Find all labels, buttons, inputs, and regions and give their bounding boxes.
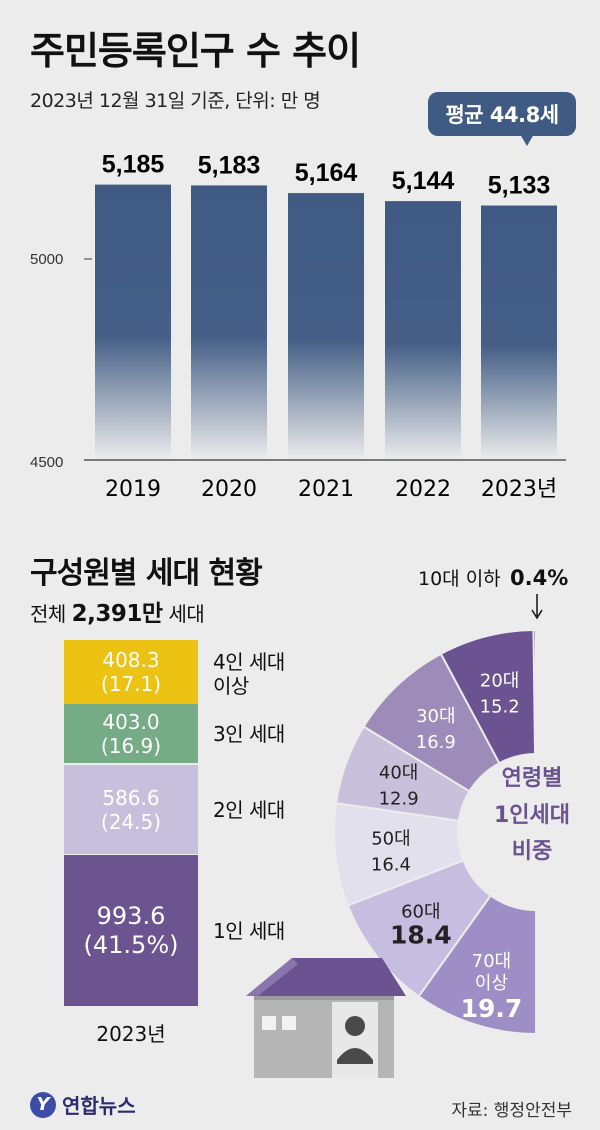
badge-tail: [520, 134, 534, 146]
x-tick-label: 2022: [395, 477, 451, 502]
segment-value: 403.0: [102, 709, 160, 734]
population-bar: [481, 205, 557, 460]
population-bar: [191, 185, 267, 460]
wedge-category-label: 20대: [480, 671, 519, 692]
population-bar: [288, 193, 364, 460]
logo-mark-icon: Y: [30, 1091, 56, 1118]
stack-segment: 993.6 (41.5%): [64, 855, 198, 1006]
segment-percent: (24.5): [100, 809, 162, 834]
segment-category-label: 4인 세대 이상: [213, 650, 285, 698]
segment-percent: (41.5%): [83, 930, 179, 959]
section-title: 구성원별 세대 현황: [30, 556, 263, 591]
population-bar-chart: 5,185 2019 5,183 2020 5,164 2021 5,144 2022 5,13…: [30, 151, 566, 502]
page-subtitle: 2023년 12월 31일 기준, 단위: 만 명: [30, 90, 321, 112]
wedge-category-label: 70대: [472, 951, 511, 972]
bar-value-label: 5,183: [198, 151, 261, 179]
y-tick-label: 5000: [30, 251, 63, 268]
segment-value: 408.3: [102, 648, 160, 672]
segment-value: 586.6: [102, 785, 160, 810]
center-label-line1: 연령별: [502, 766, 563, 791]
y-tick-label: 4500: [30, 454, 63, 471]
wedge-value-label: 12.9: [379, 788, 419, 809]
wedge-category-label: 이상: [475, 973, 508, 994]
source-label: 자료: 행정안전부: [451, 1101, 572, 1121]
bar-value-label: 5,133: [488, 172, 551, 200]
logo-text: 연합뉴스: [62, 1094, 136, 1118]
teen-category-label: 10대 이하: [418, 568, 501, 590]
stack-segment: 586.6 (24.5): [64, 765, 198, 854]
age-wedge: [417, 894, 537, 1036]
wedge-value-label: 16.4: [371, 855, 411, 876]
teen-value-label: 0.4%: [510, 566, 568, 590]
segment-category-label: 3인 세대: [213, 721, 285, 746]
segment-percent: (16.9): [100, 733, 162, 758]
bar-value-label: 5,185: [102, 151, 165, 179]
wedge-category-label: 30대: [416, 706, 455, 727]
segment-value: 993.6: [96, 901, 166, 930]
wedge-category-label: 40대: [379, 762, 418, 783]
section-subtitle: 전체 2,391만 세대: [30, 594, 205, 628]
x-tick-label: 2021: [298, 477, 354, 502]
page-title: 주민등록인구 수 추이: [30, 29, 361, 73]
house-icon: [246, 958, 406, 1078]
segment-category-label: 1인 세대: [213, 918, 285, 943]
population-bar: [385, 201, 461, 460]
wedge-value-label: 18.4: [390, 921, 452, 950]
stack-year-label: 2023년: [96, 1022, 166, 1046]
yonhap-logo: Y 연합뉴스: [30, 1090, 136, 1119]
center-label-line3: 비중: [512, 839, 552, 864]
wedge-category-label: 60대: [401, 902, 440, 923]
wedge-category-label: 50대: [371, 829, 410, 850]
teen-pointer-arrowhead: [531, 609, 543, 620]
wedge-value-label: 15.2: [480, 697, 520, 718]
segment-percent: (17.1): [100, 672, 162, 696]
wedge-value-label: 16.9: [416, 732, 456, 753]
bar-value-label: 5,144: [392, 167, 455, 195]
stack-segment: 403.0 (16.9): [64, 704, 198, 763]
stack-segment: 408.3 (17.1): [64, 640, 198, 704]
x-tick-label: 2019: [105, 477, 161, 502]
center-label-line2: 1인세대: [494, 803, 570, 828]
bar-value-label: 5,164: [295, 159, 358, 187]
segment-category-label: 2인 세대: [213, 797, 285, 822]
total-prefix: 전체: [30, 602, 66, 626]
population-bar: [95, 184, 171, 460]
x-tick-label: 2020: [201, 477, 257, 502]
x-tick-label: 2023년: [481, 477, 557, 502]
total-suffix: 세대: [168, 602, 205, 626]
wedge-value-label: 19.7: [461, 994, 523, 1023]
total-value: 2,391만: [71, 601, 163, 627]
average-age-badge: 평균 44.8세: [428, 92, 576, 136]
